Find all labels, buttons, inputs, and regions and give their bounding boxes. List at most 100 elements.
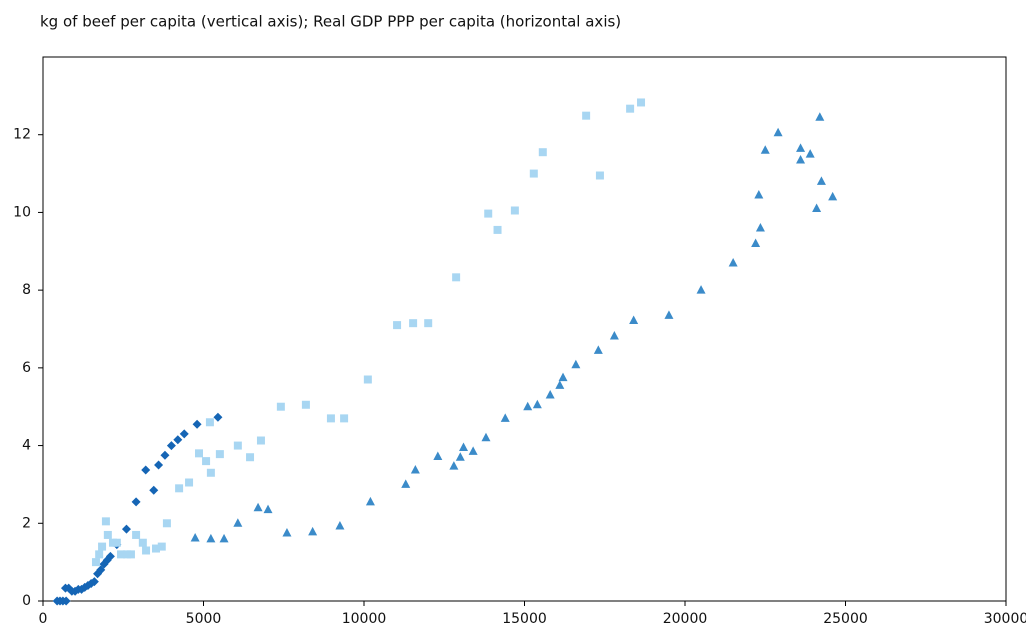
point [696, 285, 706, 294]
point [162, 519, 171, 528]
point [664, 310, 674, 319]
point [173, 435, 183, 445]
point [131, 497, 141, 507]
point [253, 502, 263, 512]
point [149, 485, 159, 495]
point [91, 558, 100, 567]
point [95, 550, 104, 559]
point [179, 429, 189, 439]
point [205, 418, 214, 427]
point [558, 372, 568, 382]
point [141, 465, 151, 475]
point [828, 191, 838, 201]
point [185, 478, 194, 487]
point [233, 441, 242, 450]
point [629, 315, 639, 324]
point [157, 542, 166, 551]
point [452, 273, 461, 282]
point [773, 127, 783, 137]
point [363, 375, 372, 384]
point [154, 460, 164, 470]
y-tick-label: 10 [13, 204, 31, 220]
point [609, 330, 619, 340]
point [365, 496, 375, 506]
point [449, 461, 459, 470]
y-tick-label: 0 [22, 593, 31, 609]
x-tick-label: 10000 [342, 611, 387, 627]
point [117, 550, 126, 559]
point [206, 468, 215, 477]
point [760, 145, 770, 154]
point [754, 189, 764, 199]
point [175, 484, 184, 493]
point [206, 533, 216, 543]
point [593, 345, 603, 354]
point [455, 452, 465, 461]
y-tick-label: 4 [22, 438, 31, 454]
point [195, 449, 204, 458]
point [582, 111, 591, 120]
point [192, 419, 202, 429]
point [112, 538, 121, 547]
point [166, 441, 176, 451]
point [282, 528, 292, 537]
x-tick-label: 15000 [502, 611, 547, 627]
point [755, 222, 765, 232]
y-tick-label: 2 [22, 515, 31, 531]
plot-frame [42, 56, 1007, 602]
point [815, 112, 825, 121]
point [816, 176, 826, 185]
x-tick-label: 5000 [186, 611, 222, 627]
point [101, 517, 110, 526]
x-tick-label: 0 [39, 611, 48, 627]
point [571, 359, 581, 369]
point [409, 319, 418, 328]
point [213, 412, 223, 422]
point [484, 209, 493, 218]
point [626, 104, 635, 113]
point [233, 518, 243, 527]
point [410, 465, 420, 474]
point [812, 203, 822, 213]
point [393, 321, 402, 330]
point [121, 524, 131, 534]
point [326, 414, 335, 423]
point [160, 450, 170, 460]
point [61, 596, 71, 606]
point [805, 149, 815, 158]
point [276, 402, 285, 411]
x-tick-label: 25000 [823, 611, 868, 627]
point [538, 148, 547, 157]
y-tick-label: 12 [13, 127, 31, 143]
point [246, 453, 255, 462]
point [433, 451, 443, 460]
point [459, 442, 469, 452]
point [142, 546, 151, 555]
point [340, 414, 349, 423]
point [202, 457, 211, 466]
point [796, 143, 806, 152]
point [529, 169, 538, 178]
point [103, 530, 112, 539]
chart-title: kg of beef per capita (vertical axis); R… [40, 13, 621, 31]
point [219, 533, 229, 543]
point [796, 154, 806, 164]
point [308, 526, 318, 536]
point [132, 530, 141, 539]
point [424, 319, 433, 328]
point [555, 380, 565, 389]
point [301, 400, 310, 409]
point [481, 432, 491, 442]
point [256, 436, 265, 445]
point [510, 206, 519, 215]
point [468, 446, 478, 455]
point [263, 504, 273, 514]
point [215, 450, 224, 459]
point [637, 98, 646, 107]
point [335, 521, 345, 530]
point [96, 565, 106, 575]
point [105, 551, 115, 561]
y-tick-label: 8 [22, 282, 31, 298]
point [545, 390, 555, 399]
